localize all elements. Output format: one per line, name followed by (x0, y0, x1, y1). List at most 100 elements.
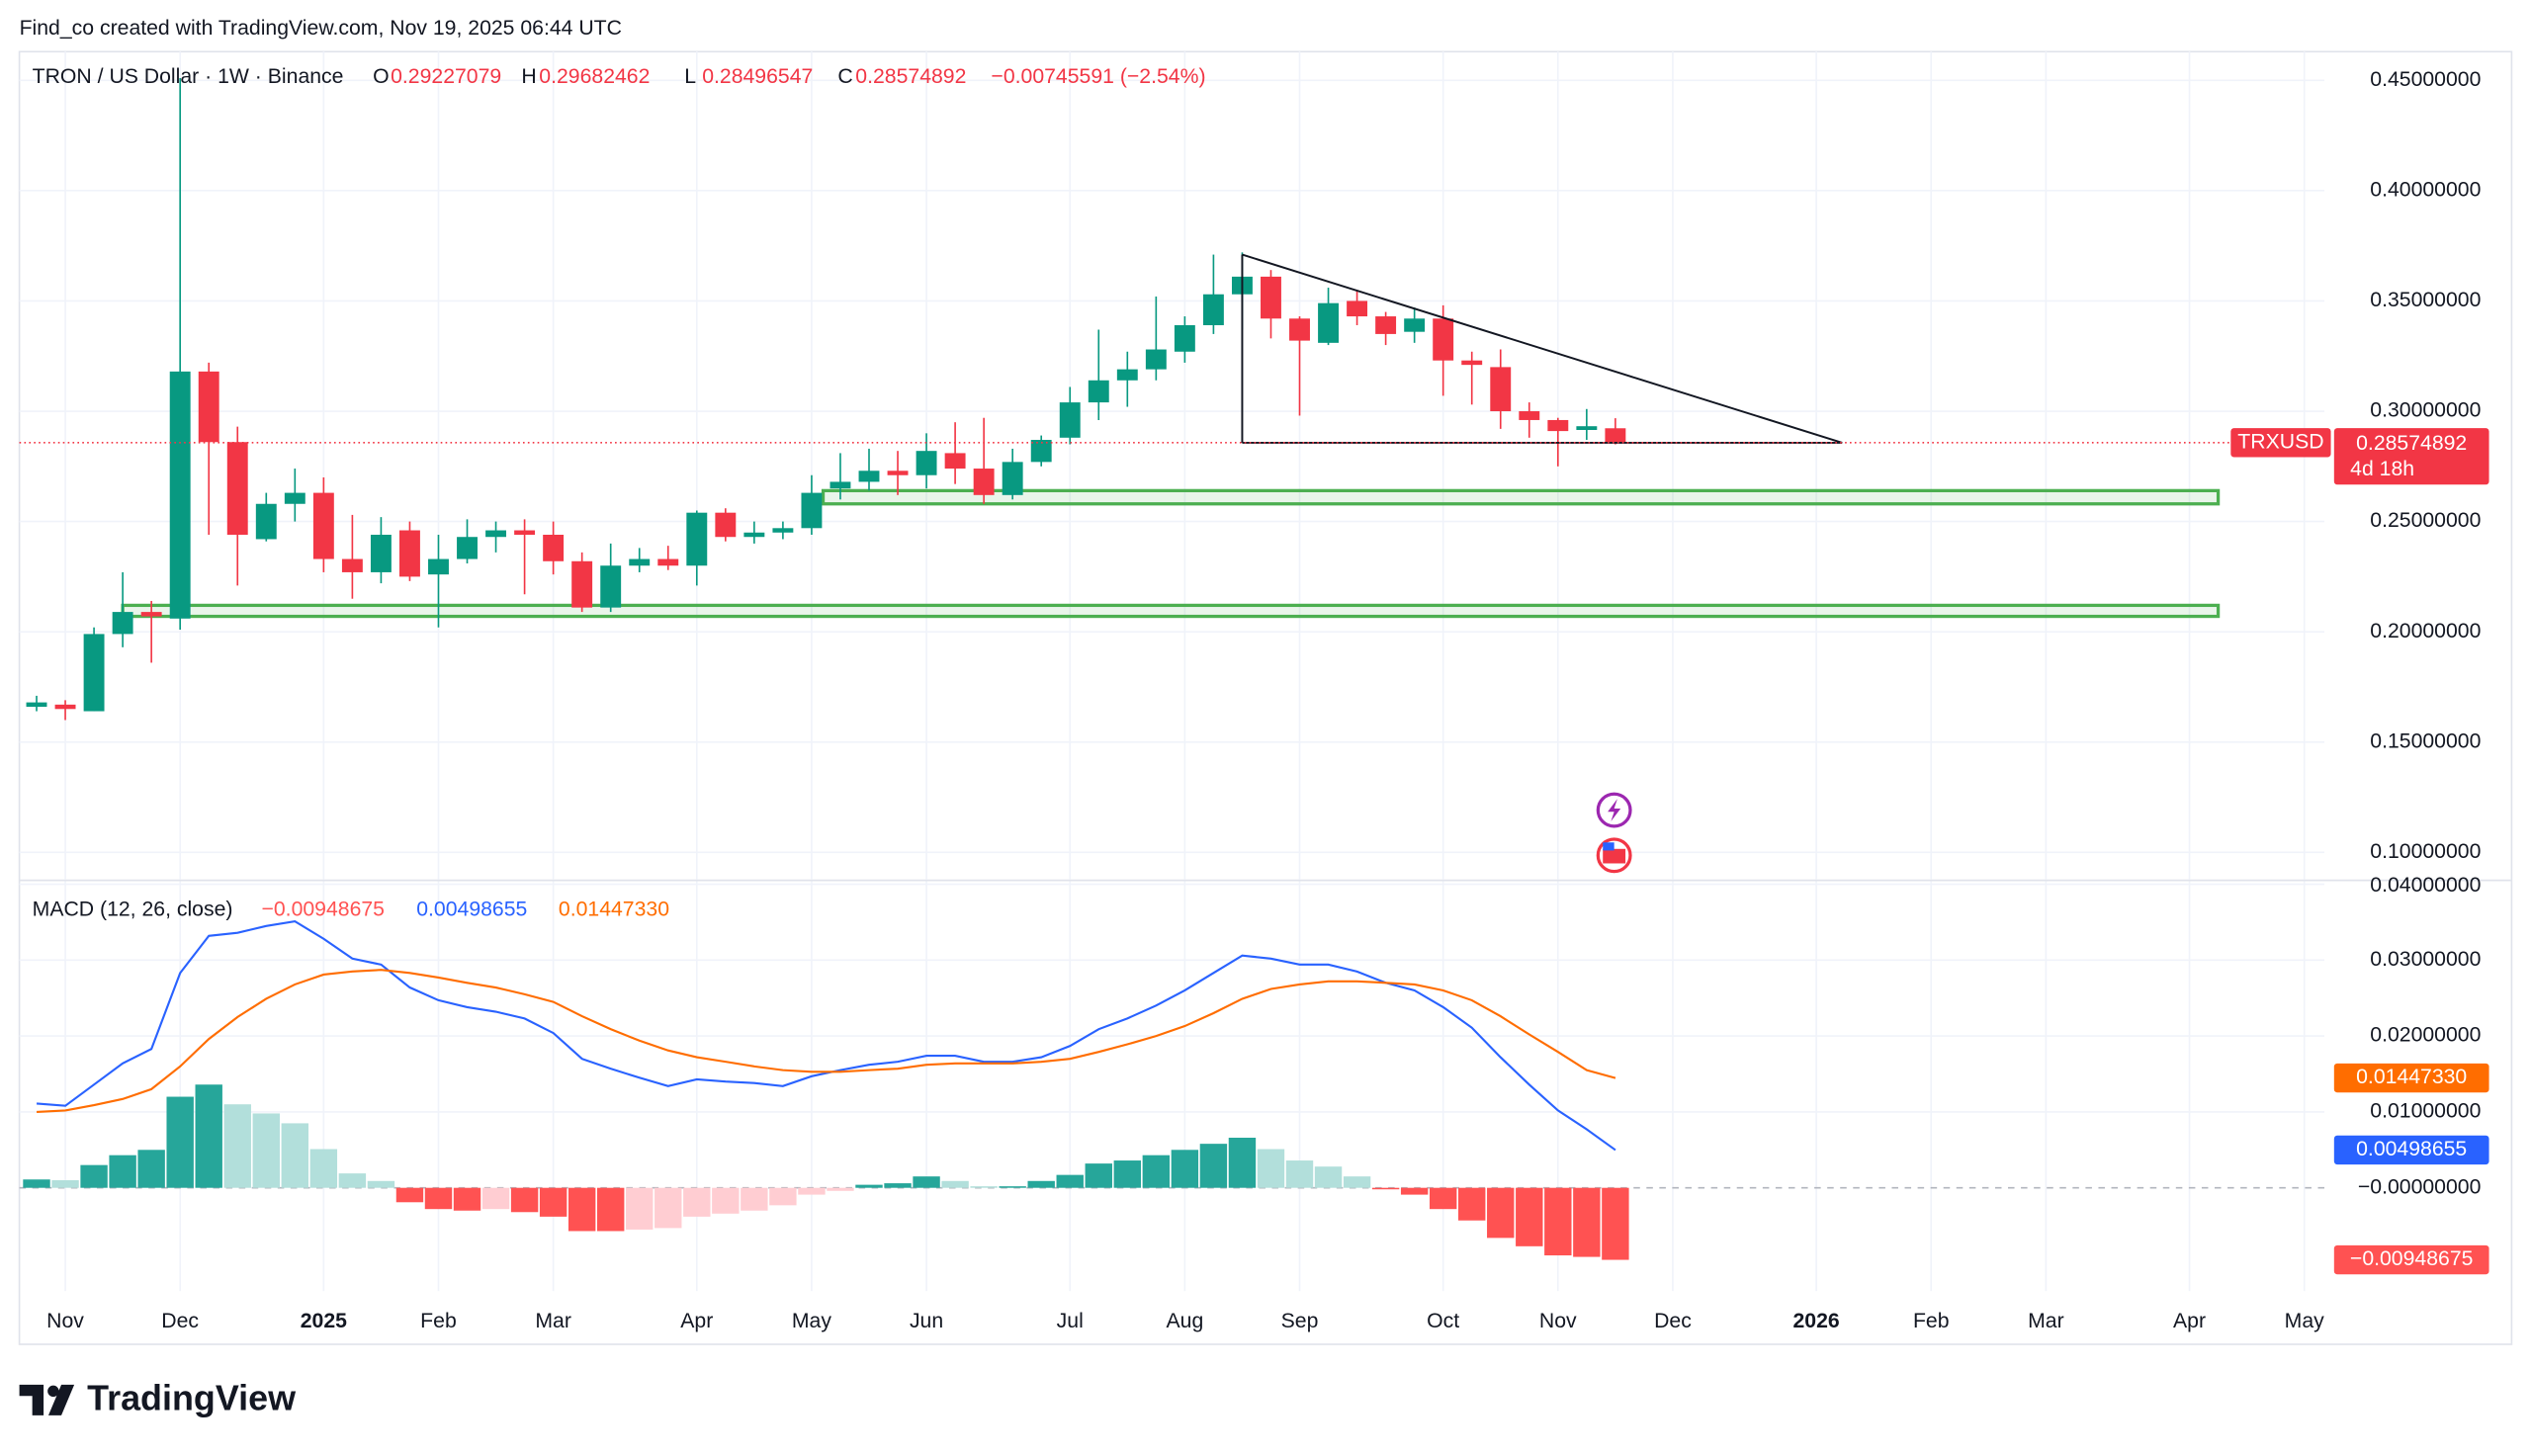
ohlc-key: O (373, 65, 390, 88)
header: Find_co created with TradingView.com, No… (20, 17, 622, 40)
histogram-bar (1400, 1187, 1429, 1195)
histogram-bar (941, 1180, 969, 1188)
candle-body (715, 512, 737, 538)
price-label: 0.28574892 (2356, 432, 2467, 455)
histogram-bar (999, 1186, 1026, 1188)
candle-body (887, 471, 909, 475)
candle-body (1289, 318, 1310, 341)
event-icon-glyph (1608, 799, 1621, 822)
histogram-bar (596, 1187, 625, 1232)
trend-line (1242, 253, 1843, 444)
candle-body (1174, 324, 1195, 352)
histogram-bar (137, 1150, 165, 1188)
y-tick-label: 0.35000000 (2370, 289, 2481, 311)
x-tick-label: Dec (1654, 1310, 1692, 1332)
candle-body (457, 537, 478, 559)
candle-body (341, 558, 363, 572)
candle-body (1002, 462, 1023, 495)
candle-body (629, 558, 651, 566)
y-tick-label: 0.40000000 (2370, 178, 2481, 201)
macd-line (36, 919, 1616, 1152)
y-tick-label: 0.01000000 (2370, 1100, 2481, 1123)
symbol-box (2230, 428, 2331, 458)
histogram-bar (626, 1187, 654, 1230)
ohlc-value: 0.29682462 (539, 65, 650, 88)
histogram-bar (1056, 1174, 1084, 1188)
legend-value: −0.00948675 (261, 898, 384, 920)
candle-body (571, 560, 593, 608)
y-tick-label: 0.25000000 (2370, 509, 2481, 532)
candle-body (226, 442, 248, 535)
candle-body (428, 558, 449, 575)
x-tick-label: Feb (1913, 1310, 1950, 1332)
y-tick-label: 0.10000000 (2370, 840, 2481, 863)
histogram-bar (481, 1187, 510, 1210)
histogram-bar (539, 1187, 567, 1217)
histogram-bar (51, 1180, 79, 1188)
countdown-label: 4d 18h (2350, 458, 2414, 480)
event-icons (1596, 792, 1632, 874)
symbol-label: TRXUSD (2237, 430, 2323, 453)
legend-value: 0.00498655 (416, 898, 527, 920)
histogram-bar (252, 1113, 280, 1188)
candle-body (944, 453, 966, 470)
histogram-bar (195, 1084, 222, 1188)
candle-body (1145, 349, 1167, 370)
histogram-bar (1429, 1187, 1457, 1210)
histogram-bar (1171, 1150, 1199, 1188)
histogram-bar (970, 1186, 998, 1188)
y-tick-label: 0.04000000 (2370, 874, 2481, 897)
candle-body (801, 492, 823, 529)
logo-mark (47, 1385, 59, 1398)
brand-logo: TradingView (19, 1378, 296, 1418)
histogram-bar (855, 1184, 883, 1188)
candle-body (83, 634, 105, 712)
x-tick-label: Jun (910, 1310, 943, 1332)
x-tick-label: Aug (1166, 1310, 1203, 1332)
histogram-bar (1228, 1138, 1257, 1188)
histogram-bar (827, 1187, 854, 1191)
candle-body (743, 532, 765, 538)
histogram-bar (1142, 1155, 1171, 1188)
histogram-bar (510, 1187, 539, 1213)
legend-value: 0.01447330 (559, 898, 669, 920)
grid (19, 51, 2325, 1292)
support-zone (821, 488, 2221, 506)
candle-body (312, 492, 334, 559)
candle-body (916, 451, 937, 475)
candle-body (1088, 380, 1109, 403)
histogram-bar (913, 1176, 940, 1188)
logo-mark (47, 1384, 75, 1415)
candle-body (829, 481, 851, 489)
candle-body (198, 371, 219, 443)
candle-body (1605, 428, 1626, 443)
candle-body (1375, 316, 1397, 334)
candle-body (399, 530, 420, 577)
x-tick-label: May (2285, 1310, 2324, 1332)
value-box-label: 0.00498655 (2356, 1138, 2467, 1160)
chart-title: MACD (12, 26, close) (33, 898, 233, 920)
histogram-bar (109, 1155, 136, 1188)
histogram-bar (712, 1187, 740, 1214)
candle-body (485, 530, 507, 538)
histogram-bar (1343, 1176, 1371, 1188)
candle-body (858, 471, 880, 482)
x-tick-label: Oct (1427, 1310, 1459, 1332)
x-tick-label: Nov (46, 1310, 84, 1332)
candle-body (26, 702, 47, 708)
candle-body (370, 534, 392, 572)
ohlc-key: H (521, 65, 536, 88)
ohlc-key: C (837, 65, 852, 88)
x-tick-label: Mar (2028, 1310, 2064, 1332)
histogram-bar (1516, 1187, 1543, 1246)
histogram-bar (1314, 1166, 1343, 1188)
histogram-bar (309, 1149, 338, 1188)
histogram-bar (453, 1187, 481, 1211)
candle-body (600, 565, 622, 608)
candle-body (54, 704, 76, 710)
histogram-bar (424, 1187, 453, 1210)
histogram-bar (1257, 1149, 1285, 1188)
candle-body (686, 512, 708, 566)
